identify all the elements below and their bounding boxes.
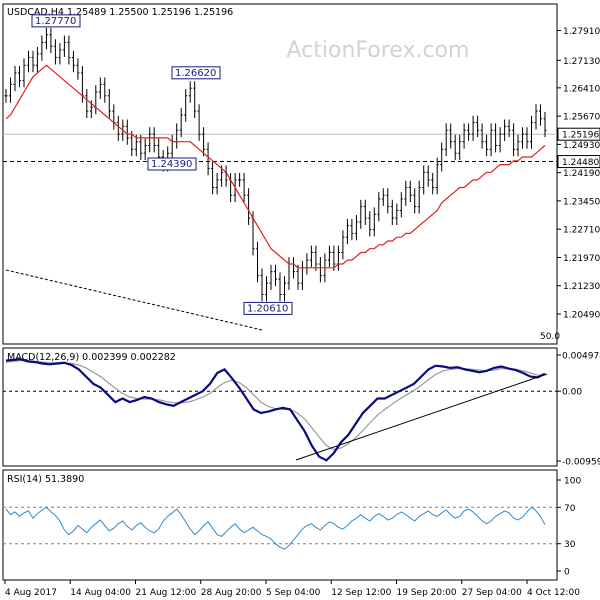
macd-panel-title: MACD(12,26,9) 0.002399 0.002282 — [7, 352, 176, 363]
price-axis-label: 1.21230 — [563, 282, 600, 292]
moving-average-line — [5, 64, 546, 269]
price-panel-frame — [2, 3, 558, 345]
macd-layer — [3, 358, 557, 462]
price-axis-label: 1.23450 — [563, 197, 600, 207]
macd-panel-frame — [2, 347, 558, 467]
rsi-axis-label: 0 — [564, 568, 570, 578]
x-axis-label: 4 Oct 12:00 — [527, 588, 580, 598]
x-axis-label: 4 Aug 2017 — [5, 588, 57, 598]
x-axis-label: 27 Sep 04:00 — [462, 588, 522, 598]
macd-axis-label: 0.004974 — [562, 352, 600, 362]
price-axis-label: 1.27910 — [563, 27, 600, 37]
rsi-axis-label: 70 — [564, 504, 576, 514]
annotation-box — [147, 157, 197, 171]
rsi-line — [5, 506, 546, 550]
price-axis-label: 1.25670 — [563, 113, 600, 123]
annotation-label: 1.24390 — [151, 159, 192, 170]
annotation-label: 1.27770 — [35, 16, 76, 27]
x-axis-label: 28 Aug 20:00 — [201, 588, 262, 598]
x-axis-label: 19 Sep 20:00 — [397, 588, 457, 598]
price-axis-label: 1.27130 — [563, 57, 600, 67]
price-axis-label: 1.20490 — [563, 311, 600, 321]
annotation-box — [171, 66, 221, 80]
rsi-panel-frame — [2, 469, 558, 581]
price-marker-label: 1.25196 — [562, 131, 599, 141]
price-marker-box — [557, 155, 600, 169]
macd-axis-label: 0.00 — [562, 388, 582, 398]
macd-signal-line — [5, 360, 545, 451]
price-axis-label: 1.26410 — [563, 84, 600, 94]
x-axis-label: 21 Aug 12:00 — [136, 588, 197, 598]
price-axis-label: 1.24190 — [563, 169, 600, 179]
macd-line — [5, 358, 546, 462]
annotation-box — [243, 301, 293, 315]
axis-layer: 1.27910 1.27130 1.26410 1.25670 1.24930 1.241… — [4, 27, 600, 598]
price-marker-box — [557, 127, 600, 141]
price-axis-label: 1.22710 — [563, 226, 600, 236]
watermark: ActionForex.com — [287, 38, 470, 63]
annotation-label: 1.26620 — [175, 68, 216, 79]
annotation-label: 1.20610 — [247, 303, 288, 314]
ma-period-label: 50.0 — [540, 332, 560, 342]
x-axis-label: 12 Sep 12:00 — [331, 588, 391, 598]
price-marker-label: 1.24480 — [562, 158, 599, 168]
price-axis-label: 1.21970 — [563, 254, 600, 264]
rsi-layer — [3, 506, 557, 550]
price-layer: 1.27770 1.26620 1.24390 1.20610 — [3, 14, 557, 331]
x-axis-label: 5 Sep 04:00 — [266, 588, 321, 598]
rsi-axis-label: 100 — [564, 477, 581, 487]
price-panel-title: USDCAD,H4 1.25489 1.25500 1.25196 1.2519… — [7, 7, 233, 18]
annotation-box — [31, 14, 81, 28]
macd-trendline — [295, 373, 548, 461]
rsi-panel-title: RSI(14) 51.3890 — [7, 474, 84, 485]
price-axis-label: 1.24930 — [563, 141, 600, 151]
rsi-axis-label: 30 — [564, 540, 576, 550]
trendline-dashed-low — [5, 269, 263, 331]
x-axis-label: 14 Aug 04:00 — [70, 588, 131, 598]
